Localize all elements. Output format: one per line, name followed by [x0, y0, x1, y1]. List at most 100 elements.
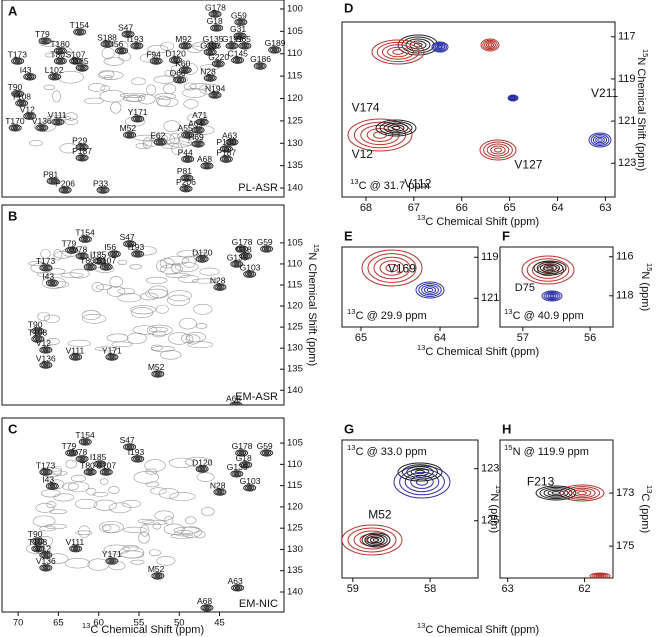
contour — [485, 42, 495, 48]
contour — [169, 492, 196, 502]
contour — [126, 133, 133, 137]
contour — [219, 155, 233, 163]
y-tick-label: 100 — [287, 3, 303, 14]
contour — [45, 279, 59, 287]
contour — [100, 188, 106, 192]
contour — [48, 268, 66, 275]
contour — [42, 470, 49, 474]
contour — [180, 174, 194, 182]
contour — [93, 257, 107, 265]
contour — [87, 83, 106, 92]
contour — [39, 468, 53, 476]
peak-label: V111 — [66, 537, 85, 547]
contour — [33, 336, 43, 342]
contours — [28, 235, 274, 405]
peak-label: D75 — [515, 282, 535, 294]
contour — [119, 546, 145, 559]
contour — [57, 59, 64, 63]
contour — [109, 355, 115, 360]
contour — [107, 250, 121, 258]
contour — [79, 145, 85, 149]
contour — [415, 469, 425, 475]
contour — [208, 91, 222, 99]
contour — [543, 488, 569, 498]
peak-label: V12 — [352, 147, 374, 161]
contour — [543, 264, 557, 272]
peak-label: Y171 — [102, 549, 122, 559]
contour — [221, 156, 232, 162]
contour — [593, 573, 607, 578]
contour — [64, 118, 79, 125]
y-tick-label: 135 — [287, 160, 303, 171]
peak-label: Q66 — [170, 68, 186, 78]
contour — [103, 56, 125, 66]
caption-text: C @ 31.7 ppm — [359, 180, 430, 192]
contour — [269, 47, 280, 53]
contour — [86, 487, 97, 496]
contour — [181, 155, 195, 163]
contour — [131, 455, 145, 463]
peak-label: S107 — [96, 255, 116, 265]
contour — [179, 317, 197, 330]
x-tick-label: 57 — [517, 332, 529, 344]
y-tick-label: 119 — [618, 73, 636, 85]
contour — [244, 271, 255, 277]
contour — [379, 121, 413, 135]
contour — [233, 403, 239, 405]
peak-label: G178 — [232, 237, 253, 247]
contour — [77, 456, 87, 462]
contour — [76, 30, 83, 34]
contour — [493, 147, 503, 153]
y-axis-title-text: C (ppm) — [639, 493, 651, 533]
contour — [547, 489, 565, 497]
contour — [58, 186, 72, 194]
contour — [95, 461, 105, 467]
contour — [125, 32, 131, 37]
y-tick-label: 130 — [287, 343, 303, 354]
y-axis-title: 15N (ppm) — [639, 263, 654, 311]
peak-label: T79 — [62, 441, 77, 451]
peak-label: N28 — [200, 66, 216, 76]
contours — [8, 10, 282, 194]
contour — [130, 307, 154, 319]
contour — [117, 287, 136, 295]
caption: 13C @ 40.9 ppm — [504, 307, 584, 322]
contour — [14, 91, 21, 96]
contour — [545, 292, 559, 300]
contour — [49, 281, 56, 285]
contour — [33, 328, 43, 334]
contour — [133, 471, 159, 484]
peak-label: A55 — [178, 123, 193, 133]
contour — [233, 32, 247, 40]
y-tick-label: 105 — [287, 26, 303, 37]
contour — [236, 450, 247, 456]
contour — [180, 333, 194, 344]
peak-label: G65 — [235, 34, 251, 44]
contour — [367, 535, 385, 545]
contour — [180, 43, 190, 49]
contour — [108, 502, 132, 514]
peak-label: S107 — [66, 49, 86, 59]
contour — [41, 362, 51, 368]
contour — [401, 464, 439, 480]
contour — [213, 60, 223, 67]
contour — [55, 58, 66, 64]
contour — [232, 470, 242, 477]
contour — [191, 278, 219, 284]
contour — [160, 264, 184, 275]
contour — [543, 291, 561, 301]
contour — [18, 101, 25, 106]
contour — [8, 124, 22, 132]
panel-frame — [341, 439, 479, 579]
x-tick-label: 65 — [53, 618, 64, 629]
contour — [85, 264, 95, 270]
y-tick-label: 135 — [287, 565, 303, 576]
contour — [360, 124, 400, 146]
contour — [52, 465, 63, 475]
contour — [372, 538, 380, 542]
y-tick-label: 115 — [287, 480, 302, 491]
contour — [361, 249, 423, 287]
peak-label: S47 — [120, 232, 135, 242]
peak-label: V211 — [591, 86, 618, 100]
y-axis-title-text: N (ppm) — [488, 493, 500, 533]
